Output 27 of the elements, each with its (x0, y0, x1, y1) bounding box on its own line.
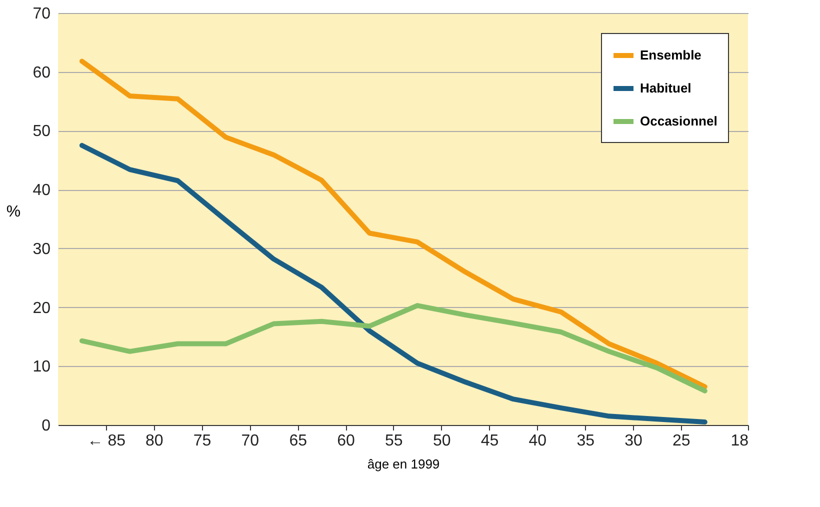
x-tick-label: ← 85 (87, 432, 126, 450)
x-tick-label: 40 (528, 432, 547, 450)
x-tick-label: 80 (145, 432, 164, 450)
y-tick-label: 70 (32, 6, 51, 22)
y-tick-label: 40 (32, 182, 51, 200)
x-tick-label: 65 (289, 432, 308, 450)
x-tick-label: 70 (241, 432, 260, 450)
y-tick-label: 20 (32, 300, 51, 317)
y-axis-title: % (6, 204, 21, 220)
y-tick-label: 0 (42, 418, 51, 434)
x-tick-label: 30 (624, 432, 642, 450)
x-tick-label: 35 (576, 432, 595, 450)
y-tick-label: 30 (32, 240, 51, 258)
legend-label: Ensemble (640, 48, 702, 62)
x-axis-title: âge en 1999 (367, 456, 440, 472)
x-tick-label: 18 (730, 432, 749, 450)
y-tick-label: 50 (32, 123, 51, 140)
x-tick-label: 25 (672, 432, 690, 450)
x-tick-label: 75 (193, 432, 212, 450)
y-tick-label: 10 (32, 358, 51, 376)
y-tick-label: 60 (32, 64, 51, 82)
legend-label: Habituel (640, 80, 692, 96)
x-tick-label: 45 (480, 432, 499, 450)
x-tick-label: 55 (385, 432, 403, 450)
x-tick-label: 60 (337, 432, 355, 450)
legend-label: Occasionnel (640, 114, 718, 128)
x-tick-label: 50 (432, 432, 451, 450)
